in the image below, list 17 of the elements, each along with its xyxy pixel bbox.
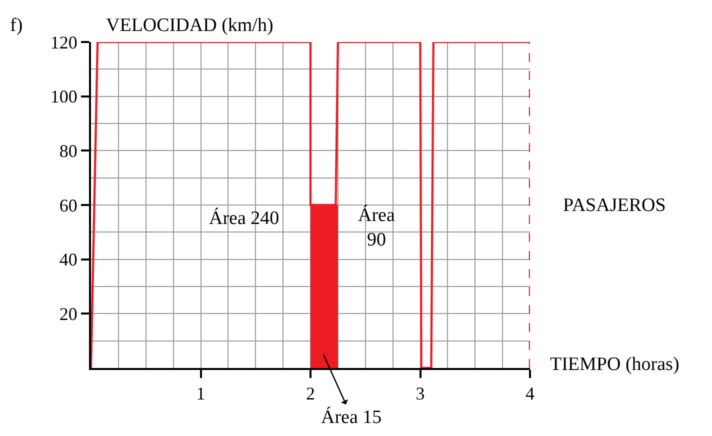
annotation: Área 240 <box>209 207 280 229</box>
y-axis-title: VELOCIDAD (km/h) <box>106 15 274 36</box>
y-tick-label: 80 <box>59 140 78 161</box>
x-axis-title: TIEMPO (horas) <box>550 354 680 375</box>
y-tick-label: 60 <box>59 195 78 216</box>
y-tick-label: 100 <box>50 86 78 107</box>
y-tick-label: 120 <box>50 32 78 52</box>
x-tick-label: 4 <box>526 384 534 404</box>
text: PASAJEROS <box>563 195 666 216</box>
chart-title: f) <box>10 15 23 36</box>
y-tick-label: 20 <box>59 304 78 324</box>
x-tick-label: 3 <box>416 384 425 404</box>
annotation: Área 90 <box>358 204 396 251</box>
x-tick-label: 1 <box>196 384 206 404</box>
y-tick-label: 40 <box>59 250 78 270</box>
x-tick-label: 2 <box>306 384 315 404</box>
text: Área 15 <box>321 406 382 428</box>
